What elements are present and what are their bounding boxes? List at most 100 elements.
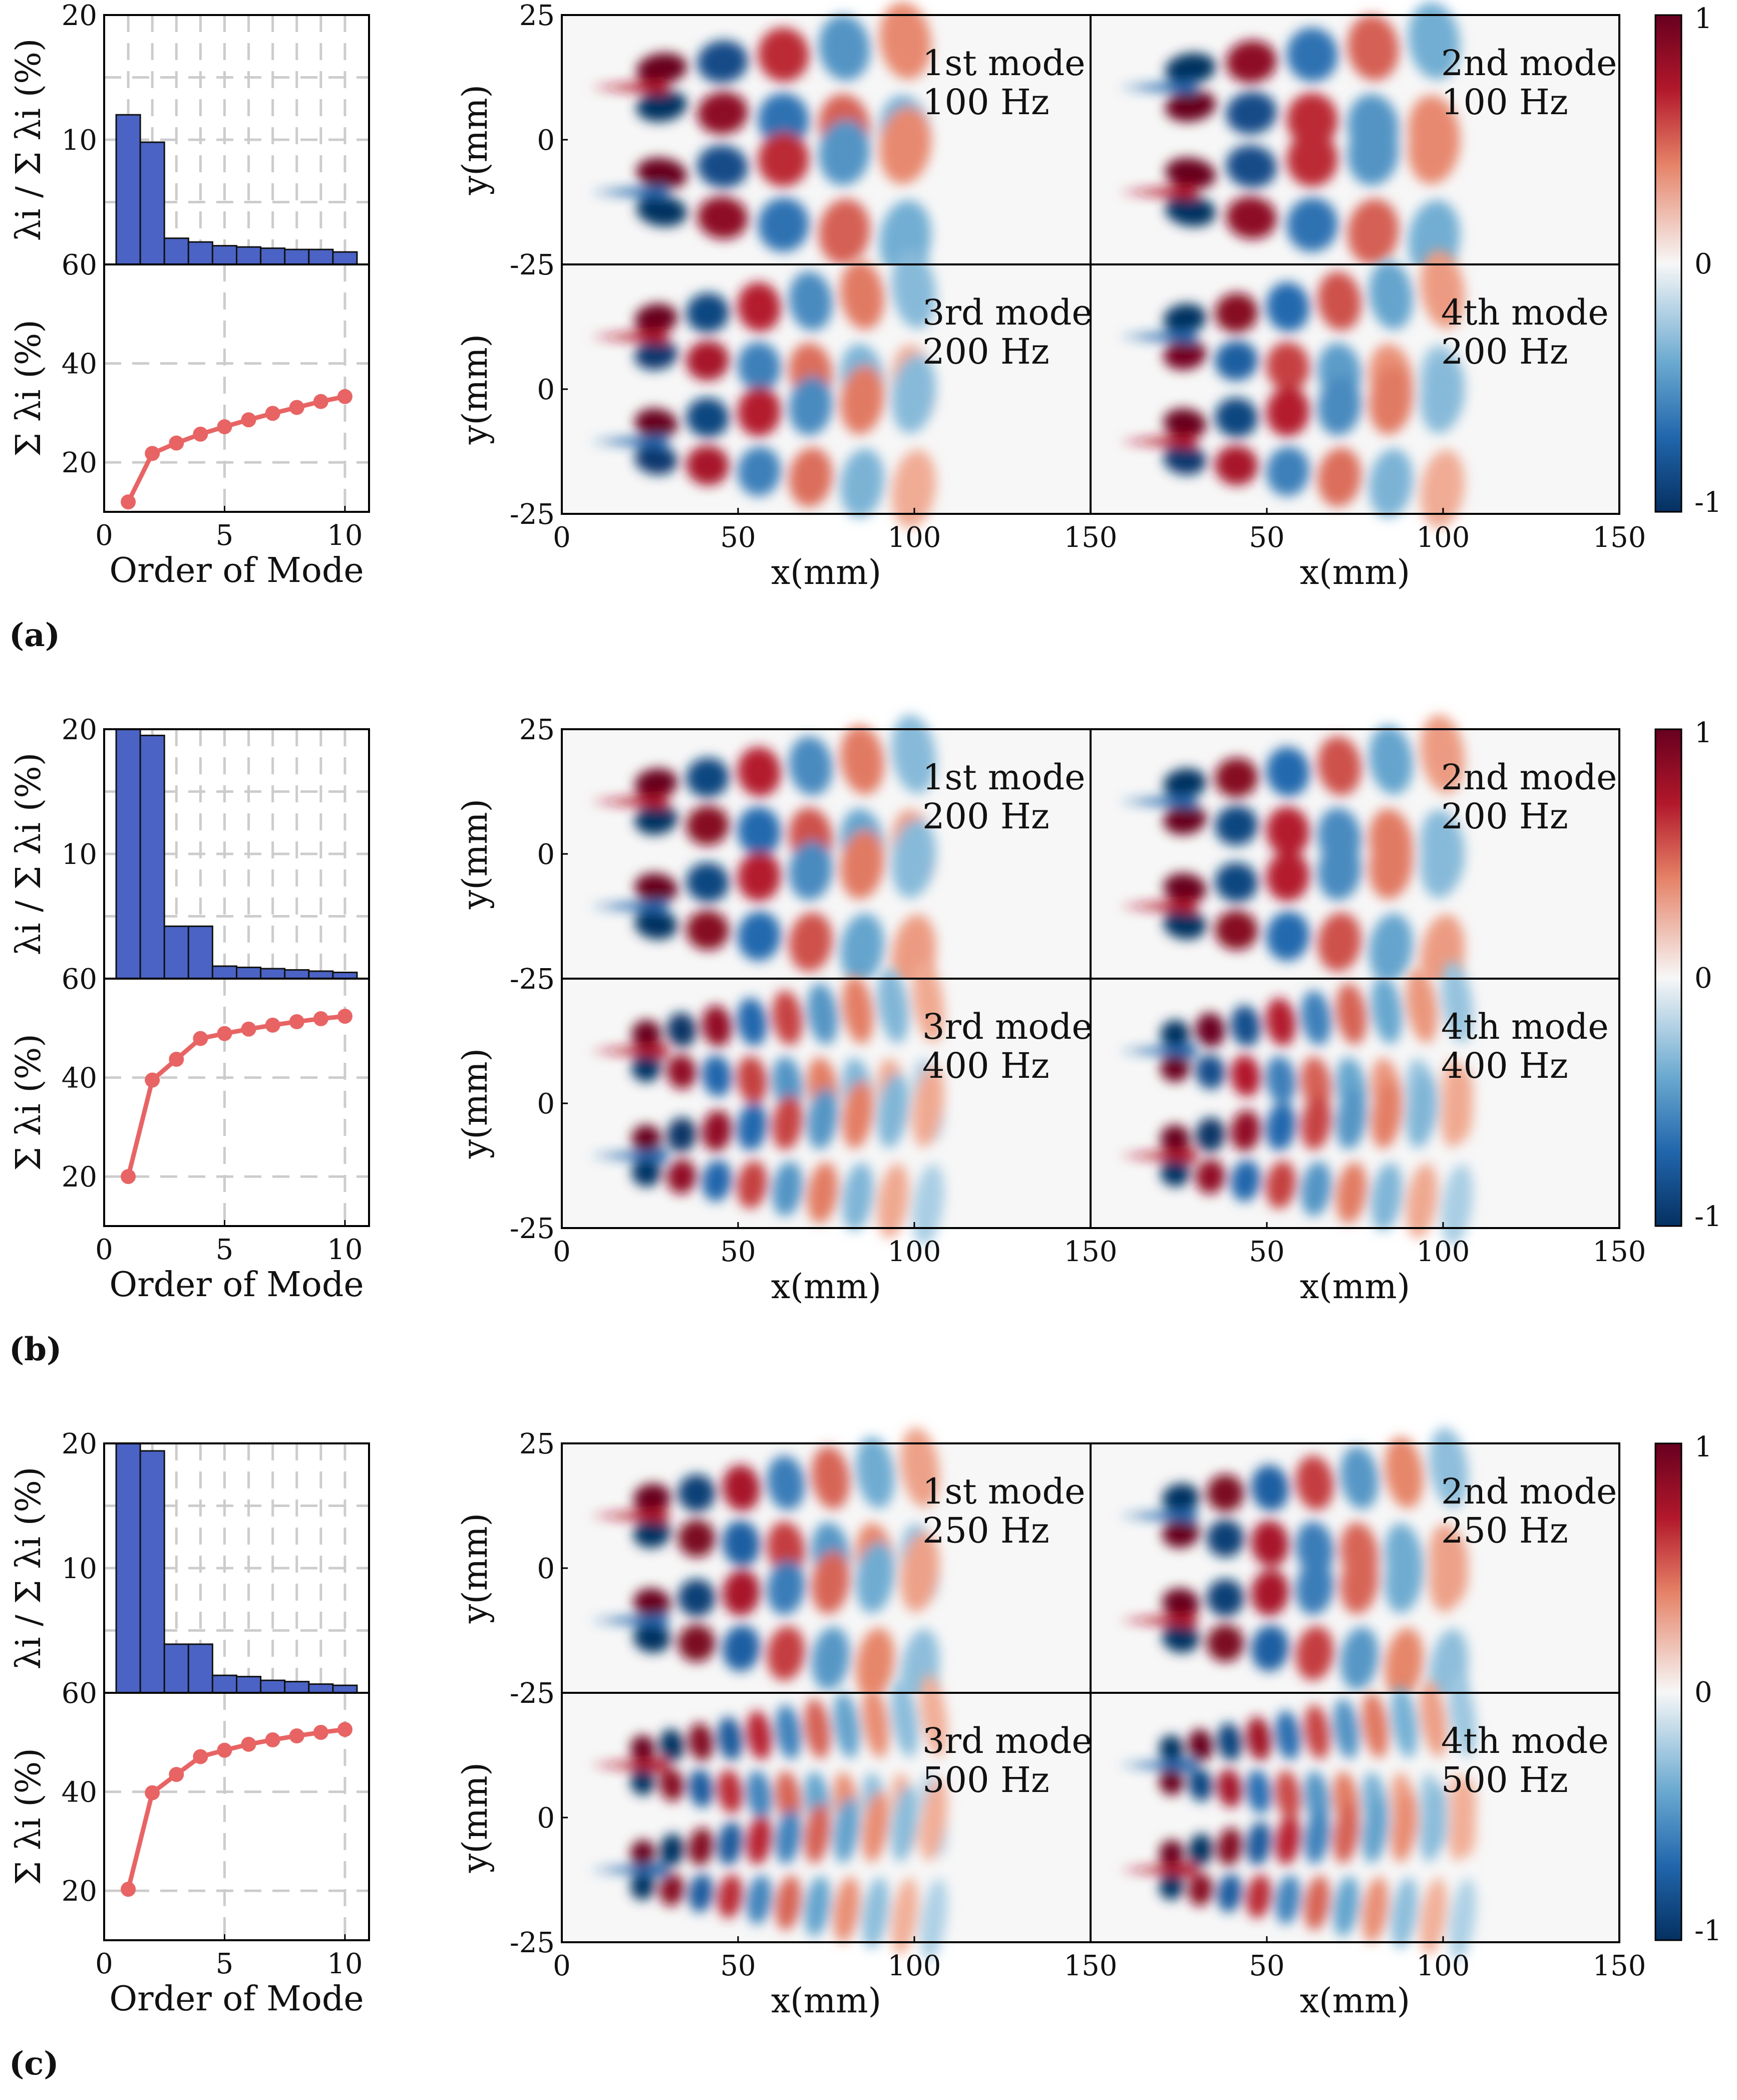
cumulative-point: [337, 1009, 353, 1024]
hm-xlabel: x(mm): [1300, 1267, 1410, 1307]
mode-structure: [1449, 1674, 1476, 1757]
mode-structure: [666, 1117, 697, 1152]
mode-structure: [1420, 714, 1465, 794]
mode-structure: [920, 1878, 947, 1961]
mode-structure: [686, 910, 730, 951]
bar-ytick-label: 10: [62, 1553, 97, 1585]
mode-structure: [1188, 1873, 1213, 1906]
line-xtick-label: 5: [216, 1948, 234, 1980]
cumulative-line: [126, 394, 345, 503]
mode-structure: [1301, 1161, 1331, 1217]
mode-structure: [772, 1095, 803, 1150]
mode-structure: [1206, 1474, 1244, 1512]
mode-structure: [1340, 1446, 1379, 1510]
panel-line-0: 0 5 10 20 40 Order of Mode Σ λi (%): [9, 263, 370, 590]
mode-structure: [819, 119, 870, 186]
mode-structure: [1266, 1102, 1296, 1151]
mode-structure: [1441, 1164, 1473, 1246]
jet-lip: [590, 898, 668, 914]
hm-xlabel: x(mm): [771, 1267, 881, 1307]
mode-structure: [819, 15, 870, 81]
line-ylabel: Σ λi (%): [9, 1034, 49, 1171]
panel-label: (b): [9, 1331, 62, 1368]
jet-lip: [1119, 184, 1197, 200]
mode-structure: [900, 1532, 939, 1612]
mode-structure: [1317, 841, 1361, 901]
mode-structure: [636, 157, 687, 189]
mode-structure: [1246, 1716, 1272, 1761]
mode-structure: [789, 376, 833, 436]
mode-structure: [833, 1877, 860, 1943]
mode-structure: [1162, 1483, 1200, 1513]
mode-structures: [590, 1427, 939, 1709]
energy-bar: [211, 245, 237, 265]
mode-structure: [1441, 1066, 1473, 1147]
colorbar-tick-label: -1: [1694, 486, 1722, 519]
mode-structure: [702, 1005, 732, 1047]
mode-structure: [1217, 1722, 1242, 1761]
mode-structures: [590, 249, 936, 529]
mode-structure: [630, 1840, 655, 1868]
cumulative-point: [289, 400, 304, 415]
mode-structure: [1347, 15, 1399, 81]
cumulative-point: [217, 1026, 232, 1041]
mode-structure: [891, 714, 936, 794]
bar-ytick-label: 60: [62, 249, 97, 281]
mode-structures: [1119, 714, 1465, 994]
cumulative-point: [241, 1021, 256, 1037]
energy-bar: [332, 251, 358, 265]
mode-structures: [1119, 961, 1473, 1246]
mode-structure: [737, 1056, 768, 1104]
hm-ytick-label: 25: [519, 1677, 555, 1710]
mode-structure: [702, 1055, 732, 1097]
mode-structure: [722, 1625, 761, 1672]
mode-structure: [631, 1124, 661, 1153]
mode-structure: [1215, 445, 1258, 486]
hm-xtick-label: 150: [1593, 1236, 1646, 1268]
mode-structure: [1159, 1873, 1184, 1900]
mode-structure: [758, 28, 810, 82]
line-ylabel: Σ λi (%): [9, 320, 49, 457]
mode-structure: [1371, 1080, 1403, 1149]
mode-structure: [1275, 1875, 1301, 1925]
mode-frequency: 200 Hz: [1441, 331, 1568, 372]
mode-structure: [1369, 913, 1413, 983]
hm-xtick-label: 150: [1064, 1950, 1118, 1982]
mode-structure: [634, 804, 678, 835]
mode-structure: [633, 1623, 671, 1653]
mode-structure: [666, 1054, 697, 1089]
mode-structure: [1215, 910, 1258, 951]
jet-lip: [590, 1613, 668, 1628]
mode-structure: [1369, 830, 1413, 899]
mode-structure: [767, 1521, 805, 1576]
hm-xtick-label: 100: [1417, 521, 1470, 554]
mode-structure: [1215, 341, 1258, 381]
mode-structure: [722, 1464, 761, 1512]
mode-structure: [1162, 1588, 1200, 1618]
mode-frequency: 100 Hz: [922, 82, 1050, 123]
mode-structure: [737, 911, 781, 961]
line-xtick-label: 5: [216, 519, 234, 552]
colorbar-tick-label: -1: [1694, 1201, 1722, 1233]
hm-xtick-label: 50: [720, 1950, 756, 1982]
mode-structures: [590, 714, 936, 994]
hm-ytick-label: 25: [519, 249, 555, 281]
colorbar-tick-label: 1: [1694, 717, 1712, 749]
mode-structure: [1266, 342, 1310, 392]
mode-structure: [634, 768, 678, 799]
mode-structure: [722, 1520, 761, 1567]
panel-label: (a): [9, 617, 60, 654]
jet-lip: [590, 1508, 668, 1524]
mode-structure: [1304, 1809, 1330, 1865]
mode-structure: [633, 1519, 671, 1548]
mode-structure: [1163, 408, 1207, 439]
bar-ytick-label: 10: [62, 838, 97, 871]
mode-structure: [659, 1768, 684, 1802]
energy-bar: [308, 248, 334, 265]
mode-structure: [1429, 1532, 1468, 1612]
cumulative-point: [241, 412, 256, 428]
mode-structure: [702, 1160, 732, 1202]
mode-structure: [737, 747, 781, 797]
